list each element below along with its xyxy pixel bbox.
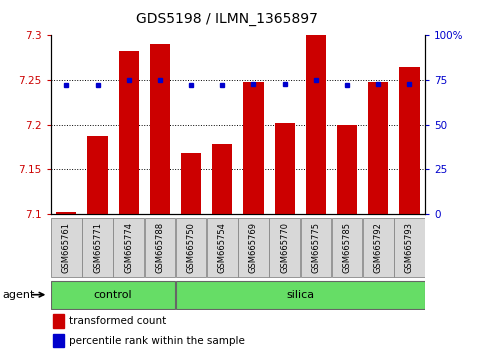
Bar (368, 82, 388, 214)
Bar (53, 314, 64, 328)
Text: GSM665788: GSM665788 (156, 222, 164, 273)
FancyBboxPatch shape (332, 218, 362, 277)
Text: GSM665750: GSM665750 (186, 222, 196, 273)
FancyBboxPatch shape (300, 218, 331, 277)
Bar (337, 125, 357, 214)
FancyBboxPatch shape (51, 281, 175, 309)
Text: GSM665775: GSM665775 (312, 222, 320, 273)
Text: GSM665769: GSM665769 (249, 222, 258, 273)
Bar (87, 136, 108, 214)
Text: silica: silica (286, 290, 314, 300)
Text: GSM665785: GSM665785 (342, 222, 352, 273)
FancyBboxPatch shape (176, 281, 425, 309)
FancyBboxPatch shape (144, 218, 175, 277)
Bar (118, 51, 139, 214)
Text: GDS5198 / ILMN_1365897: GDS5198 / ILMN_1365897 (136, 12, 318, 27)
FancyBboxPatch shape (394, 218, 425, 277)
Text: GSM665770: GSM665770 (280, 222, 289, 273)
Text: GSM665774: GSM665774 (124, 222, 133, 273)
Text: agent: agent (2, 290, 35, 300)
Bar (399, 67, 420, 214)
FancyBboxPatch shape (82, 218, 113, 277)
Text: GSM665771: GSM665771 (93, 222, 102, 273)
Bar (150, 44, 170, 214)
FancyBboxPatch shape (114, 218, 144, 277)
Text: GSM665761: GSM665761 (62, 222, 71, 273)
FancyBboxPatch shape (176, 218, 206, 277)
Bar (306, 35, 326, 214)
Bar (56, 212, 76, 214)
Bar (243, 82, 264, 214)
Bar (274, 123, 295, 214)
Text: transformed count: transformed count (69, 316, 166, 326)
Text: GSM665793: GSM665793 (405, 222, 414, 273)
Bar (181, 153, 201, 214)
Text: GSM665792: GSM665792 (374, 222, 383, 273)
FancyBboxPatch shape (238, 218, 269, 277)
FancyBboxPatch shape (51, 218, 82, 277)
FancyBboxPatch shape (270, 218, 300, 277)
Bar (212, 144, 232, 214)
Text: control: control (94, 290, 132, 300)
Text: percentile rank within the sample: percentile rank within the sample (69, 336, 245, 346)
Bar (53, 334, 64, 347)
FancyBboxPatch shape (363, 218, 394, 277)
FancyBboxPatch shape (207, 218, 238, 277)
Text: GSM665754: GSM665754 (218, 222, 227, 273)
